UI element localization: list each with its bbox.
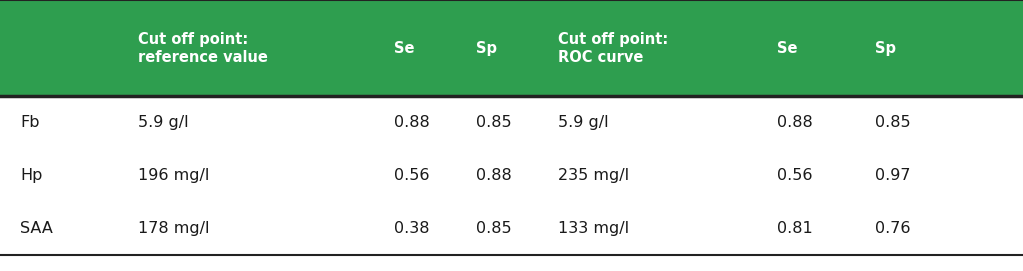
Text: Fb: Fb [20, 115, 40, 130]
Text: 0.56: 0.56 [394, 168, 430, 183]
Text: 0.56: 0.56 [777, 168, 813, 183]
Text: 5.9 g/l: 5.9 g/l [138, 115, 188, 130]
Text: Se: Se [394, 41, 414, 56]
Text: 0.88: 0.88 [777, 115, 813, 130]
Text: 0.88: 0.88 [394, 115, 430, 130]
Text: 0.97: 0.97 [875, 168, 910, 183]
Text: 0.85: 0.85 [875, 115, 910, 130]
Text: 0.38: 0.38 [394, 221, 430, 236]
Text: 235 mg/l: 235 mg/l [558, 168, 629, 183]
Text: 133 mg/l: 133 mg/l [558, 221, 629, 236]
Text: 196 mg/l: 196 mg/l [138, 168, 210, 183]
Text: Cut off point:
reference value: Cut off point: reference value [138, 32, 268, 64]
Text: Hp: Hp [20, 168, 43, 183]
Bar [0, 0, 1023, 96]
Text: 178 mg/l: 178 mg/l [138, 221, 210, 236]
Text: SAA: SAA [20, 221, 53, 236]
Text: 0.85: 0.85 [476, 115, 512, 130]
Text: 0.85: 0.85 [476, 221, 512, 236]
Text: Cut off point:
ROC curve: Cut off point: ROC curve [558, 32, 668, 64]
Text: Se: Se [777, 41, 798, 56]
Text: 5.9 g/l: 5.9 g/l [558, 115, 608, 130]
Text: 0.76: 0.76 [875, 221, 910, 236]
Text: 0.81: 0.81 [777, 221, 813, 236]
Text: Sp: Sp [875, 41, 896, 56]
Text: 0.88: 0.88 [476, 168, 512, 183]
Text: Sp: Sp [476, 41, 497, 56]
